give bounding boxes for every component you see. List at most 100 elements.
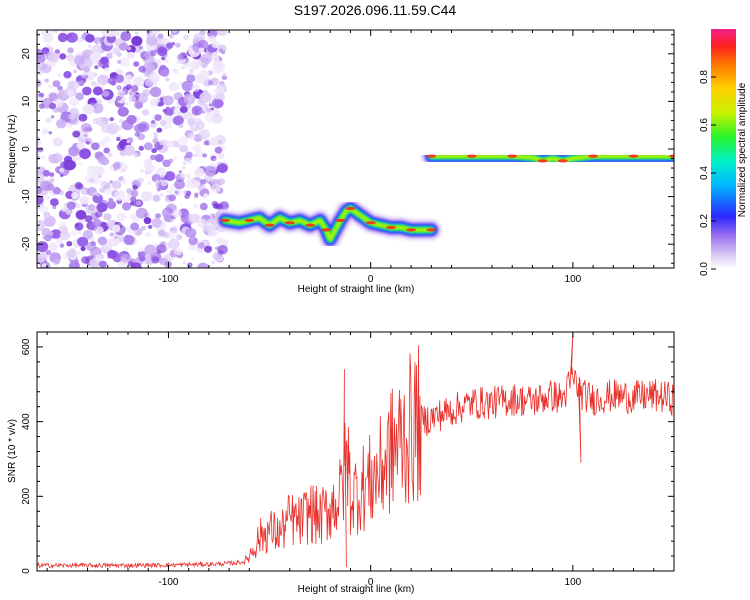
x-tick-label: -100	[158, 274, 178, 285]
noise-blob	[199, 202, 208, 211]
noise-blob	[85, 34, 95, 43]
noise-blob	[179, 144, 189, 153]
noise-blob	[126, 194, 130, 199]
noise-blob	[149, 50, 157, 57]
noise-blob	[102, 90, 110, 97]
noise-blob	[66, 201, 76, 210]
noise-blob	[113, 190, 126, 201]
noise-blob	[202, 196, 206, 200]
snr-series	[37, 332, 674, 569]
noise-blob	[207, 246, 212, 251]
noise-blob	[63, 71, 72, 79]
noise-blob	[67, 123, 73, 129]
noise-blob	[156, 127, 163, 133]
noise-blob	[108, 51, 113, 56]
snr-y-ticks: 0 200 400 600	[21, 331, 674, 574]
noise-blob	[37, 181, 41, 188]
noise-blob	[63, 159, 76, 171]
noise-blob	[159, 141, 164, 146]
noise-blob	[150, 154, 157, 161]
noise-blob	[120, 92, 124, 96]
noise-blob	[92, 51, 101, 59]
y-tick-label: 0	[21, 146, 32, 152]
noise-blob	[198, 122, 204, 128]
noise-blob	[65, 209, 72, 215]
noise-blob	[74, 181, 83, 190]
signal-track-2-peak	[557, 159, 568, 163]
noise-blob	[145, 79, 153, 87]
noise-blob	[106, 219, 115, 228]
noise-blob	[188, 244, 196, 251]
y-tick-label: 10	[21, 95, 32, 107]
noise-blob	[163, 214, 173, 222]
noise-blob	[214, 108, 218, 112]
noise-blob	[174, 248, 183, 256]
noise-blob	[107, 122, 119, 134]
noise-blob	[85, 241, 97, 252]
noise-blob	[198, 129, 210, 140]
noise-blob	[100, 56, 109, 65]
noise-blob	[151, 218, 162, 228]
noise-blob	[77, 80, 85, 87]
noise-blob	[66, 54, 75, 62]
noise-blob	[195, 150, 203, 158]
noise-blob	[164, 59, 169, 63]
noise-blob	[104, 67, 109, 72]
noise-blob	[184, 62, 191, 68]
noise-blob	[95, 97, 101, 102]
noise-blob	[197, 242, 205, 249]
noise-blob	[45, 43, 50, 48]
noise-blob	[116, 85, 121, 90]
noise-blob	[66, 32, 78, 43]
noise-blob	[103, 213, 112, 221]
noise-blob	[174, 179, 186, 190]
noise-blob	[61, 207, 67, 212]
noise-blob	[163, 114, 171, 122]
noise-blob	[37, 146, 44, 153]
noise-blob	[180, 172, 187, 179]
noise-blob	[97, 228, 103, 234]
noise-blob	[56, 119, 67, 129]
noise-blob	[173, 224, 177, 229]
noise-blob	[80, 188, 87, 195]
noise-blob	[221, 75, 228, 80]
noise-blob	[146, 164, 155, 173]
y-tick-label: 0	[21, 568, 32, 574]
noise-blob	[137, 177, 144, 184]
noise-blob	[140, 191, 153, 202]
noise-blob	[98, 260, 107, 268]
noise-blob	[97, 236, 108, 246]
noise-blob	[111, 180, 122, 190]
noise-blob	[151, 120, 156, 124]
noise-blob	[37, 241, 49, 253]
spectrogram-x-label: Height of straight line (km)	[298, 284, 415, 295]
signal-track-2-peak	[537, 159, 548, 163]
noise-blob	[121, 179, 127, 184]
noise-blob	[109, 232, 115, 237]
noise-blob	[68, 113, 76, 120]
snr-line	[37, 332, 674, 569]
snr-frame	[36, 331, 675, 572]
noise-blob	[159, 257, 168, 266]
colorbar-gradient	[711, 29, 736, 269]
noise-blob	[82, 229, 93, 240]
noise-blob	[210, 183, 221, 193]
noise-blob	[90, 175, 102, 185]
noise-blob	[126, 114, 137, 125]
noise-blob	[95, 210, 103, 218]
noise-blob	[166, 42, 174, 49]
noise-blob	[84, 75, 89, 79]
noise-blob	[142, 252, 147, 256]
noise-blob	[214, 146, 223, 154]
noise-blob	[118, 42, 129, 51]
noise-blob	[82, 104, 95, 115]
noise-blob	[116, 142, 126, 151]
noise-blob	[37, 174, 45, 184]
signal-track-1-peak	[220, 218, 231, 222]
noise-blob	[178, 170, 182, 174]
noise-blob	[211, 51, 219, 59]
noise-blob	[109, 117, 114, 122]
noise-blob	[162, 108, 167, 113]
signal-track-2-peak	[628, 154, 639, 158]
signal-track-1-peak	[426, 228, 437, 232]
